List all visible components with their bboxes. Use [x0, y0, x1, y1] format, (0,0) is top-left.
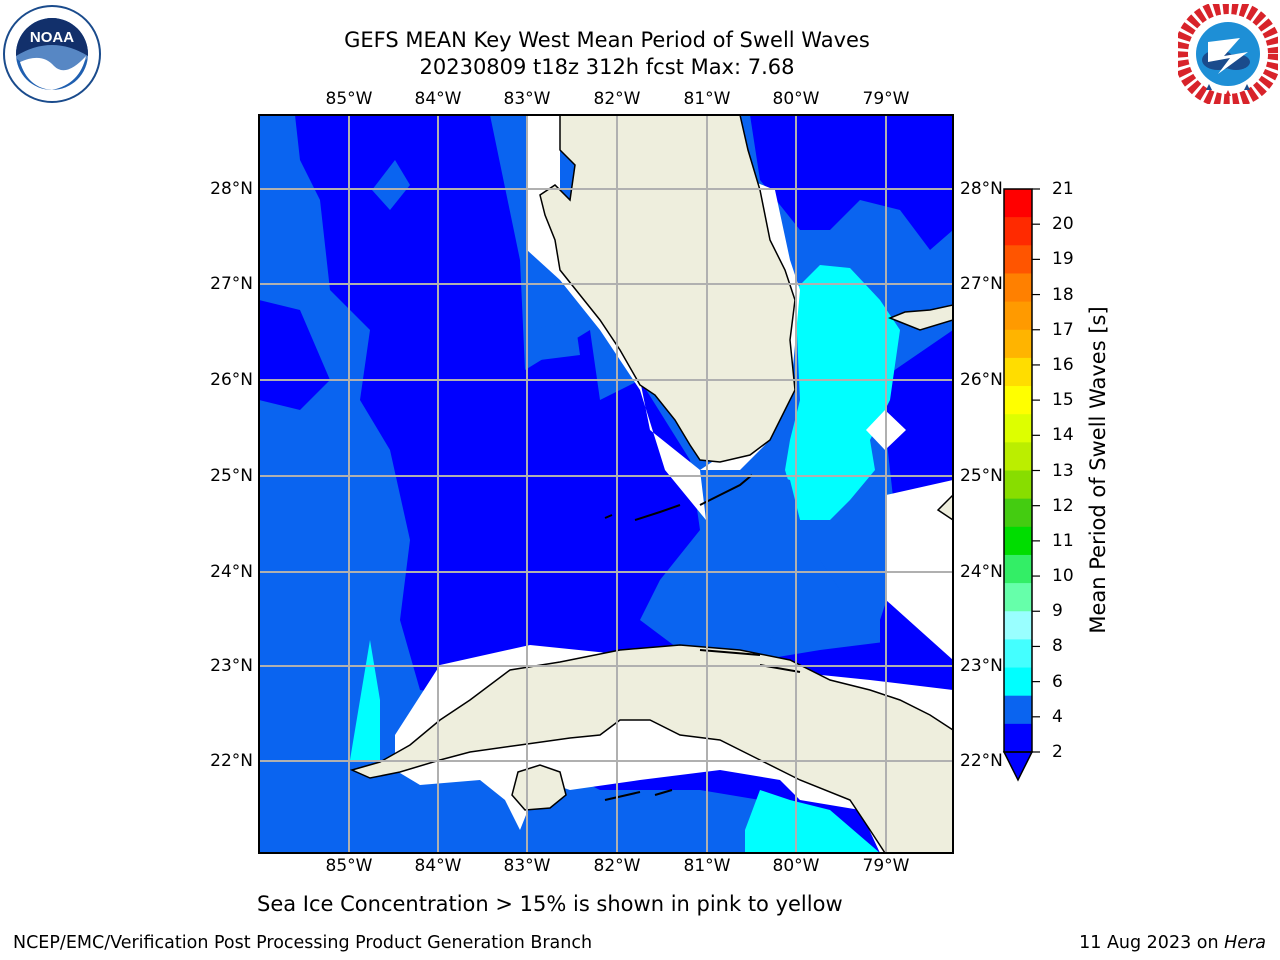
colorbar-band: [1004, 583, 1032, 612]
colorbar-label: 21: [1052, 179, 1074, 199]
lon-label-top: 81°W: [683, 89, 731, 109]
lon-label-top: 79°W: [862, 89, 910, 109]
lon-label-bottom: 82°W: [593, 856, 641, 876]
bahamas-land: [936, 493, 953, 521]
colorbar-label: 18: [1052, 284, 1074, 305]
lat-label-left: 25°N: [210, 466, 253, 486]
colorbar-label: 15: [1052, 390, 1074, 411]
lon-label-top: 85°W: [325, 89, 373, 109]
colorbar-band: [1004, 723, 1032, 753]
ocean-level-4-6-patch: [530, 320, 580, 360]
colorbar-label: 14: [1052, 425, 1074, 446]
lon-label-bottom: 83°W: [503, 856, 551, 876]
colorbar-label: 16: [1052, 354, 1074, 375]
colorbar-band: [1004, 386, 1032, 415]
colorbar-label: 9: [1052, 601, 1063, 622]
isla-juventud-land: [511, 764, 567, 811]
colorbar-min-arrow: [1002, 751, 1034, 782]
lon-label-bottom: 84°W: [414, 856, 462, 876]
colorbar-band: [1004, 611, 1032, 640]
florida-keys: [604, 474, 753, 521]
colorbar-label: 2: [1052, 742, 1063, 762]
lon-label-bottom: 81°W: [683, 856, 731, 876]
colorbar-band: [1004, 526, 1032, 556]
colorbar-label: 13: [1052, 460, 1074, 481]
lat-label-right: 25°N: [960, 466, 1003, 486]
colorbar-label: 4: [1052, 706, 1063, 727]
colorbar-band: [1004, 498, 1032, 528]
noaa-logo-icon: NOAA: [3, 5, 101, 103]
colorbar-title: Mean Period of Swell Waves [s]: [1086, 306, 1110, 634]
ocean-level-2-4-west: [259, 300, 330, 410]
graticule: [259, 115, 953, 853]
colorbar-band: [1004, 414, 1032, 443]
lat-label-right: 23°N: [960, 656, 1003, 676]
colorbar-band: [1004, 442, 1032, 471]
colorbar-label: 8: [1052, 636, 1063, 657]
lat-label-right: 27°N: [960, 274, 1003, 294]
colorbar-label: 19: [1052, 249, 1074, 270]
ocean-level-6-8-region: [745, 790, 880, 853]
ocean-level-4-6-strait: [680, 470, 840, 640]
lon-label-top: 82°W: [593, 89, 641, 109]
ocean-level-4-6-patch: [372, 160, 410, 210]
title-line-2: 20230809 t18z 312h fcst Max: 7.68: [419, 55, 795, 79]
svg-text:NOAA: NOAA: [30, 29, 74, 46]
colorbar-band: [1004, 329, 1032, 359]
colorbar-label: 12: [1052, 495, 1074, 516]
bahamas-land: [887, 304, 953, 331]
lon-label-top: 83°W: [503, 89, 551, 109]
colorbar-label: 11: [1052, 530, 1074, 551]
mask-region: [527, 115, 706, 520]
footer-machine: Hera: [1224, 933, 1266, 953]
lon-label-top: 80°W: [772, 89, 820, 109]
colorbar-band: [1004, 245, 1032, 274]
footer-branch: NCEP/EMC/Verification Post Processing Pr…: [13, 933, 593, 953]
lon-label-bottom: 80°W: [772, 856, 820, 876]
colorbar-band: [1004, 639, 1032, 669]
colorbar-band: [1004, 554, 1032, 584]
lat-label-left: 28°N: [210, 179, 253, 199]
colorbar-label: 20: [1052, 214, 1074, 235]
ocean-level-2-4-atlantic: [750, 115, 953, 250]
footer-date: 11 Aug 2023 on Hera: [1079, 933, 1266, 953]
ocean-level-6-8-region: [350, 640, 380, 760]
colorbar-band: [1004, 273, 1032, 303]
map-frame: [258, 114, 954, 854]
lat-label-right: 24°N: [960, 562, 1003, 582]
colorbar-band: [1004, 301, 1032, 331]
lat-label-left: 27°N: [210, 274, 253, 294]
cuba-keys: [604, 649, 801, 801]
lon-label-bottom: 79°W: [862, 856, 910, 876]
colorbar-band: [1004, 217, 1032, 246]
lon-label-bottom: 85°W: [325, 856, 373, 876]
lon-label-top: 84°W: [414, 89, 462, 109]
colorbar-band: [1004, 667, 1032, 697]
national-weather-service-logo-icon: [1178, 4, 1278, 104]
lat-label-left: 26°N: [210, 370, 253, 390]
florida-land: [539, 115, 796, 463]
ocean-level-6-8-region: [785, 265, 900, 520]
sea-ice-note: Sea Ice Concentration > 15% is shown in …: [257, 892, 843, 916]
title-line-1: GEFS MEAN Key West Mean Period of Swell …: [344, 28, 870, 52]
lat-label-left: 23°N: [210, 656, 253, 676]
colorbar-band: [1004, 357, 1032, 387]
mask-region: [886, 480, 953, 660]
colorbar-band: [1004, 189, 1032, 218]
colorbar-band: [1004, 470, 1032, 500]
colorbar-label: 17: [1052, 319, 1074, 340]
lat-label-right: 22°N: [960, 751, 1003, 771]
lat-label-right: 26°N: [960, 370, 1003, 390]
lat-label-right: 28°N: [960, 179, 1003, 199]
lat-label-left: 24°N: [210, 562, 253, 582]
colorbar-label: 6: [1052, 671, 1063, 692]
lat-label-left: 22°N: [210, 751, 253, 771]
colorbar-label: 10: [1052, 566, 1074, 587]
colorbar-band: [1004, 695, 1032, 725]
